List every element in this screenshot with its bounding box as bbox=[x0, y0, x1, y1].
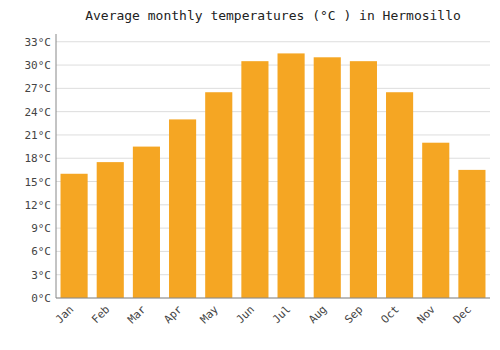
x-tick-label: Dec bbox=[451, 303, 474, 326]
grid-line bbox=[56, 41, 490, 42]
bar bbox=[422, 143, 449, 298]
bar bbox=[350, 61, 377, 298]
grid bbox=[56, 42, 490, 298]
bars bbox=[61, 53, 486, 298]
x-tick-label: Mar bbox=[125, 303, 149, 327]
y-tick-label: 6°C bbox=[31, 245, 51, 258]
x-tick-label: Apr bbox=[161, 303, 185, 327]
y-tick-label: 18°C bbox=[25, 152, 52, 165]
x-tick-label: Feb bbox=[89, 303, 112, 326]
chart-container: Average monthly temperatures (°C ) in He… bbox=[0, 0, 500, 350]
y-tick-label: 9°C bbox=[31, 222, 51, 235]
x-tick-label: Oct bbox=[378, 303, 401, 326]
bar bbox=[205, 92, 232, 298]
x-tick-label: Aug bbox=[306, 303, 329, 326]
x-axis-line bbox=[56, 298, 490, 299]
y-tick-label: 3°C bbox=[31, 269, 51, 282]
bar bbox=[386, 92, 413, 298]
grid-line bbox=[56, 298, 490, 299]
bar bbox=[314, 57, 341, 298]
x-tick-label: Nov bbox=[415, 303, 439, 327]
grid-line bbox=[56, 111, 490, 112]
bar bbox=[133, 147, 160, 298]
bar bbox=[278, 53, 305, 298]
x-tick-label: Jan bbox=[53, 303, 76, 326]
bar bbox=[61, 174, 88, 298]
y-tick-label: 33°C bbox=[25, 36, 52, 49]
y-axis-line bbox=[56, 34, 57, 298]
grid-line bbox=[56, 134, 490, 135]
bar bbox=[241, 61, 268, 298]
bar bbox=[97, 162, 124, 298]
y-tick-label: 12°C bbox=[25, 199, 52, 212]
x-tick-label: Jul bbox=[270, 303, 293, 326]
y-tick-label: 15°C bbox=[25, 176, 52, 189]
chart-title: Average monthly temperatures (°C ) in He… bbox=[85, 8, 461, 23]
bar bbox=[458, 170, 485, 298]
y-tick-label: 27°C bbox=[25, 82, 52, 95]
bar bbox=[169, 119, 196, 298]
y-tick-label: 0°C bbox=[31, 292, 51, 305]
x-tick-label: May bbox=[198, 303, 222, 327]
y-tick-label: 30°C bbox=[25, 59, 52, 72]
chart-svg: Average monthly temperatures (°C ) in He… bbox=[0, 0, 500, 350]
grid-line bbox=[56, 88, 490, 89]
x-tick-label: Jun bbox=[234, 303, 257, 326]
x-tick-label: Sep bbox=[342, 303, 365, 326]
y-tick-label: 21°C bbox=[25, 129, 52, 142]
grid-line bbox=[56, 65, 490, 66]
y-tick-label: 24°C bbox=[25, 106, 52, 119]
